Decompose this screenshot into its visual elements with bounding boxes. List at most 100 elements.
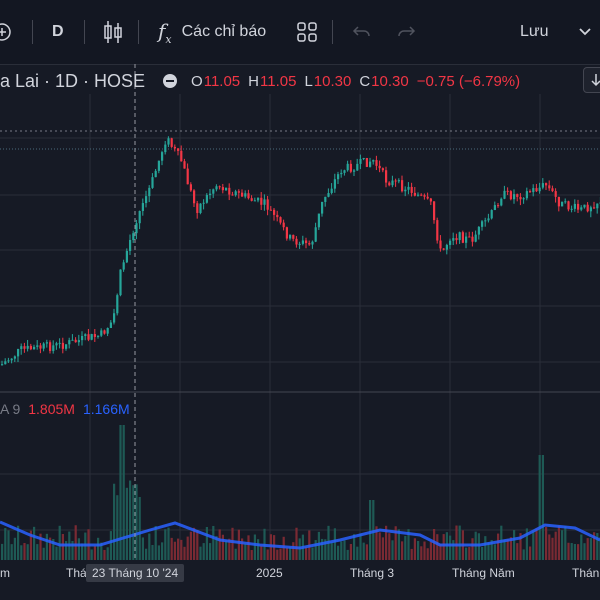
volume-bar [500,525,503,560]
volume-bar [151,544,154,560]
volume-bar [426,548,429,560]
scroll-to-realtime-button[interactable] [583,67,600,93]
add-symbol-button[interactable] [0,14,14,50]
volume-bar [71,541,74,560]
interval-button[interactable]: D [52,14,64,50]
volume-bar [321,538,324,560]
candle-body [458,232,461,241]
volume-bar [433,528,436,560]
volume-bar [449,535,452,560]
price-chart[interactable] [0,64,600,600]
candle-body [151,177,154,188]
volume-bar [420,546,423,560]
candle-body [81,336,84,341]
candle-body [289,235,292,239]
volume-bar [138,496,141,560]
volume-bar [417,540,420,560]
undo-button[interactable] [352,14,372,50]
indicators-button[interactable]: fx Các chỉ báo [158,14,266,50]
save-dropdown-button[interactable] [578,14,592,50]
volume-bar [241,538,244,560]
candle-body [305,240,308,244]
volume-bar [484,536,487,560]
candle-body [535,188,538,192]
volume-bar [340,541,343,560]
volume-bar [196,529,199,560]
time-label: Thán [572,566,600,580]
candle-body [500,198,503,206]
redo-button[interactable] [396,14,416,50]
candle-body [433,201,436,221]
volume-indicator-name: A 9 [0,401,21,417]
volume-bar [346,549,349,560]
candle-body [145,196,148,204]
toolbar-divider [84,20,85,44]
volume-bar [225,540,228,560]
volume-bar [573,543,576,560]
volume-bar [58,525,61,560]
volume-bar [29,530,32,560]
candle-body [429,198,432,202]
candle-body [413,192,416,196]
volume-bar [132,485,135,560]
toolbar-divider [138,20,139,44]
volume-bar [503,539,506,560]
candle-body [593,207,596,209]
candle-body [561,202,564,207]
candle-body [449,240,452,245]
volume-bar [564,526,567,560]
candle-body [173,146,176,149]
save-button[interactable]: Lưu [520,14,549,50]
candle-body [308,243,311,245]
candle-body [487,218,490,221]
volume-bar [119,425,122,560]
volume-bar [36,544,39,560]
candle-body [97,335,100,337]
candle-body [417,194,420,196]
volume-bar [439,543,442,560]
volume-bar [234,548,237,560]
chart-type-button[interactable] [102,14,124,50]
volume-bar [365,544,368,560]
candle-body [525,191,528,199]
symbol-name[interactable]: a Lai · 1D · HOSE [0,70,146,91]
candle-body [68,340,71,345]
candle-body [583,204,586,208]
volume-ma-line [0,520,600,550]
volume-bar [253,534,256,560]
candle-body [586,204,589,212]
candle-body [577,203,580,210]
volume-bar [391,540,394,560]
volume-bar [10,544,13,560]
candle-body [564,201,567,203]
time-axis[interactable]: m Thá 2025 Tháng 3 Tháng Năm Thán [0,560,600,586]
volume-bar [247,535,250,560]
volume-bar [276,549,279,560]
candle-body [164,144,167,153]
volume-bar [519,533,522,560]
time-label: Tháng Năm [452,566,515,580]
candle-body [42,343,45,349]
volume-bar [189,531,192,560]
volume-bar [375,526,378,560]
candle-body [186,168,189,185]
volume-bar [372,500,375,560]
candle-body [513,194,516,200]
candle-body [532,188,535,193]
volume-bar [65,541,68,560]
volume-bar [567,542,570,560]
minus-circle-icon[interactable] [163,74,178,88]
candle-body [263,199,266,205]
volume-bar [23,542,26,560]
high-key: H [248,72,259,90]
candle-body [497,205,500,207]
volume-bar [279,548,282,560]
volume-bar [129,480,132,560]
candle-body [509,191,512,200]
volume-bar [506,539,509,560]
candle-body [285,227,288,239]
layout-button[interactable] [296,14,318,50]
candle-body [295,238,298,245]
volume-bar [317,531,320,560]
volume-bar [295,527,298,560]
